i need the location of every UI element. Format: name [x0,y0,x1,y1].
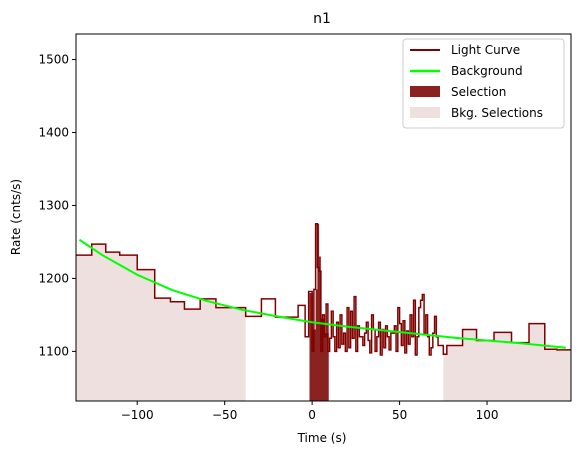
bkg-selection-1 [443,323,571,401]
y-tick-label: 1100 [38,344,69,358]
x-tick-label: −50 [212,408,237,422]
y-tick-label: 1200 [38,271,69,285]
plot-area [76,222,571,401]
x-tick-label: 50 [392,408,407,422]
axes-frame [75,33,572,402]
bkg-selections [76,244,571,401]
legend: Light Curve Background Selection Bkg. Selec… [402,38,565,129]
light-curve-series [76,222,571,356]
y-tick-label: 1300 [38,198,69,212]
y-tick-label: 1400 [38,125,69,139]
x-tick-label: −100 [121,408,154,422]
legend-swatch [410,86,440,97]
legend-box [402,38,565,129]
y-tick-label: 1500 [38,53,69,67]
y-axis-label: Rate (cnts/s) [9,179,23,255]
background-series [78,238,566,349]
x-tick-label: 0 [308,408,316,422]
x-tick-label: 100 [476,408,499,422]
legend-label: Background [451,64,523,78]
legend-label: Light Curve [451,43,520,57]
selection-fill [309,223,329,401]
legend-label: Selection [451,85,506,99]
legend-items: Light Curve Background Selection Bkg. Selec… [410,43,543,120]
bkg-selection-0 [76,244,246,401]
x-axis-ticks: −100 −50 0 50 100 [121,401,499,422]
legend-label: Bkg. Selections [451,106,543,120]
chart-title: n1 [313,11,331,27]
selection-band [309,223,329,401]
legend-swatch [410,107,440,118]
y-axis-ticks: 1100 1200 1300 1400 1500 [38,53,76,358]
light-curve-line [76,222,571,356]
background-line [78,238,566,349]
x-axis-label: Time (s) [297,431,347,445]
